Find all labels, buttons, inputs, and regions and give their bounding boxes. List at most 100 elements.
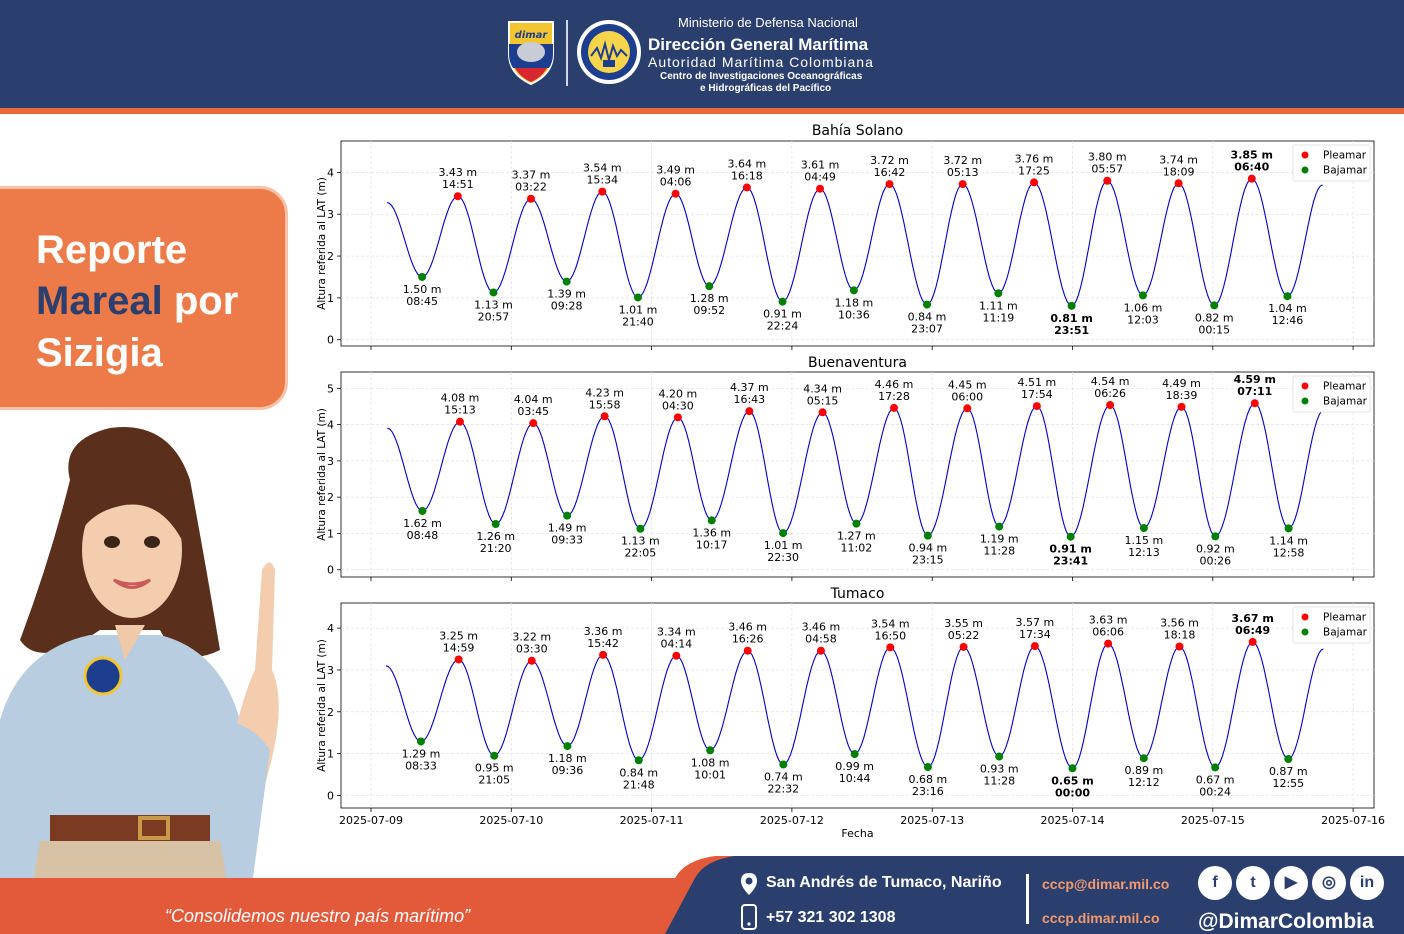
high-tide-point [598,187,607,196]
y-tick-label: 3 [327,664,334,677]
low-tide-time-label: 12:12 [1128,776,1160,789]
high-tide-height-label: 3.43 m [438,166,477,179]
low-tide-height-label: 1.36 m [692,526,731,539]
legend-box [1292,375,1371,413]
twitter-icon[interactable]: t [1236,866,1270,900]
y-tick-label: 1 [327,527,334,540]
legend-box [1292,606,1371,644]
footer-phone[interactable]: +57 321 302 1308 [766,909,896,926]
high-tide-time-label: 03:22 [515,181,547,194]
y-tick-label: 1 [327,748,334,761]
low-tide-time-label: 00:00 [1055,786,1090,799]
y-axis-label: Altura referida al LAT (m) [316,177,328,310]
high-tide-point [1250,399,1259,408]
low-tide-point [994,289,1003,298]
high-tide-point [745,407,754,416]
high-tide-point [818,408,827,417]
legend-low-label: Bajamar [1323,627,1368,639]
legend-low-label: Bajamar [1323,396,1368,408]
low-tide-height-label: 1.14 m [1269,534,1308,547]
footer-website[interactable]: cccp.dimar.mil.co [1042,910,1160,926]
high-tide-height-label: 3.80 m [1088,151,1127,164]
high-tide-time-label: 16:26 [732,633,764,646]
low-tide-height-label: 1.50 m [403,283,442,296]
high-tide-height-label: 3.49 m [656,164,695,177]
low-tide-time-label: 12:46 [1272,314,1304,327]
low-tide-height-label: 0.87 m [1269,765,1308,778]
low-tide-height-label: 0.89 m [1124,764,1163,777]
low-tide-height-label: 0.68 m [909,773,948,786]
y-tick-label: 2 [327,250,334,263]
high-tide-height-label: 3.64 m [728,157,767,170]
high-tide-height-label: 4.59 m [1234,373,1276,386]
low-tide-time-label: 09:36 [552,764,584,777]
y-tick-label: 0 [327,334,334,347]
legend-high-label: Pleamar [1323,612,1367,624]
y-tick-label: 1 [327,292,334,305]
low-tide-time-label: 09:33 [551,534,583,547]
low-tide-point [707,516,716,525]
high-tide-time-label: 17:54 [1021,388,1053,401]
high-tide-height-label: 4.45 m [948,378,987,391]
high-tide-time-label: 06:49 [1235,624,1270,637]
low-tide-height-label: 1.01 m [764,539,803,552]
legend-low-marker [1301,628,1309,636]
high-tide-height-label: 3.61 m [801,159,840,172]
high-tide-height-label: 4.34 m [803,382,842,395]
high-tide-height-label: 3.54 m [871,617,910,630]
high-tide-height-label: 4.49 m [1162,377,1201,390]
high-tide-point [454,655,463,664]
high-tide-time-label: 05:13 [947,166,979,179]
footer-email[interactable]: cccp@dimar.mil.co [1042,876,1170,892]
instagram-icon[interactable]: ◎ [1312,866,1346,900]
y-tick-label: 4 [327,166,334,179]
low-tide-height-label: 0.84 m [619,766,658,779]
facebook-icon[interactable]: f [1198,866,1232,900]
low-tide-point [705,282,714,291]
high-tide-point [1030,642,1039,651]
low-tide-time-label: 12:58 [1273,546,1305,559]
low-tide-height-label: 1.19 m [980,533,1019,546]
linkedin-icon[interactable]: in [1350,866,1384,900]
high-tide-time-label: 05:22 [948,629,980,642]
center-name-line2: e Hidrográficas del Pacífico [700,83,832,94]
low-tide-point [779,529,788,538]
high-tide-point [600,412,609,421]
high-tide-height-label: 3.67 m [1231,612,1273,625]
high-tide-height-label: 3.36 m [584,625,623,638]
y-axis-label: Altura referida al LAT (m) [316,408,328,541]
low-tide-height-label: 0.67 m [1196,773,1235,786]
high-tide-height-label: 4.20 m [659,387,698,400]
y-tick-label: 0 [327,564,334,577]
high-tide-point [816,646,825,655]
low-tide-time-label: 09:28 [551,300,583,313]
low-tide-height-label: 1.29 m [402,747,441,760]
x-tick-label: 2025-07-14 [1041,814,1105,827]
legend-high-marker [1301,151,1309,159]
high-tide-time-label: 16:43 [733,393,765,406]
low-tide-time-label: 22:05 [625,547,657,560]
youtube-icon[interactable]: ▶ [1274,866,1308,900]
high-tide-time-label: 03:30 [516,643,548,656]
high-tide-height-label: 3.57 m [1016,616,1055,629]
low-tide-point [636,524,645,533]
phone-icon [741,904,757,930]
tide-charts: 0 1 2 3 4 Bahía Solano Altura referida al LAT … [316,123,1385,840]
high-tide-time-label: 06:00 [951,390,983,403]
low-tide-height-label: 1.01 m [619,303,658,316]
low-tide-time-label: 00:15 [1198,323,1230,336]
low-tide-time-label: 23:15 [912,554,944,567]
footer-social-handle[interactable]: @DimarColombia [1198,910,1374,933]
high-tide-time-label: 04:49 [804,171,836,184]
low-tide-point [995,752,1004,761]
high-tide-point [886,643,895,652]
high-tide-time-label: 03:45 [517,405,549,418]
high-tide-point [1174,179,1183,188]
chart-title: Buenaventura [808,355,907,371]
x-tick-label: 2025-07-12 [760,814,824,827]
low-tide-height-label: 1.28 m [690,292,729,305]
low-tide-point [1139,524,1148,533]
low-tide-time-label: 11:19 [983,311,1015,324]
low-tide-point [1139,754,1148,763]
high-tide-time-label: 14:51 [442,178,474,191]
